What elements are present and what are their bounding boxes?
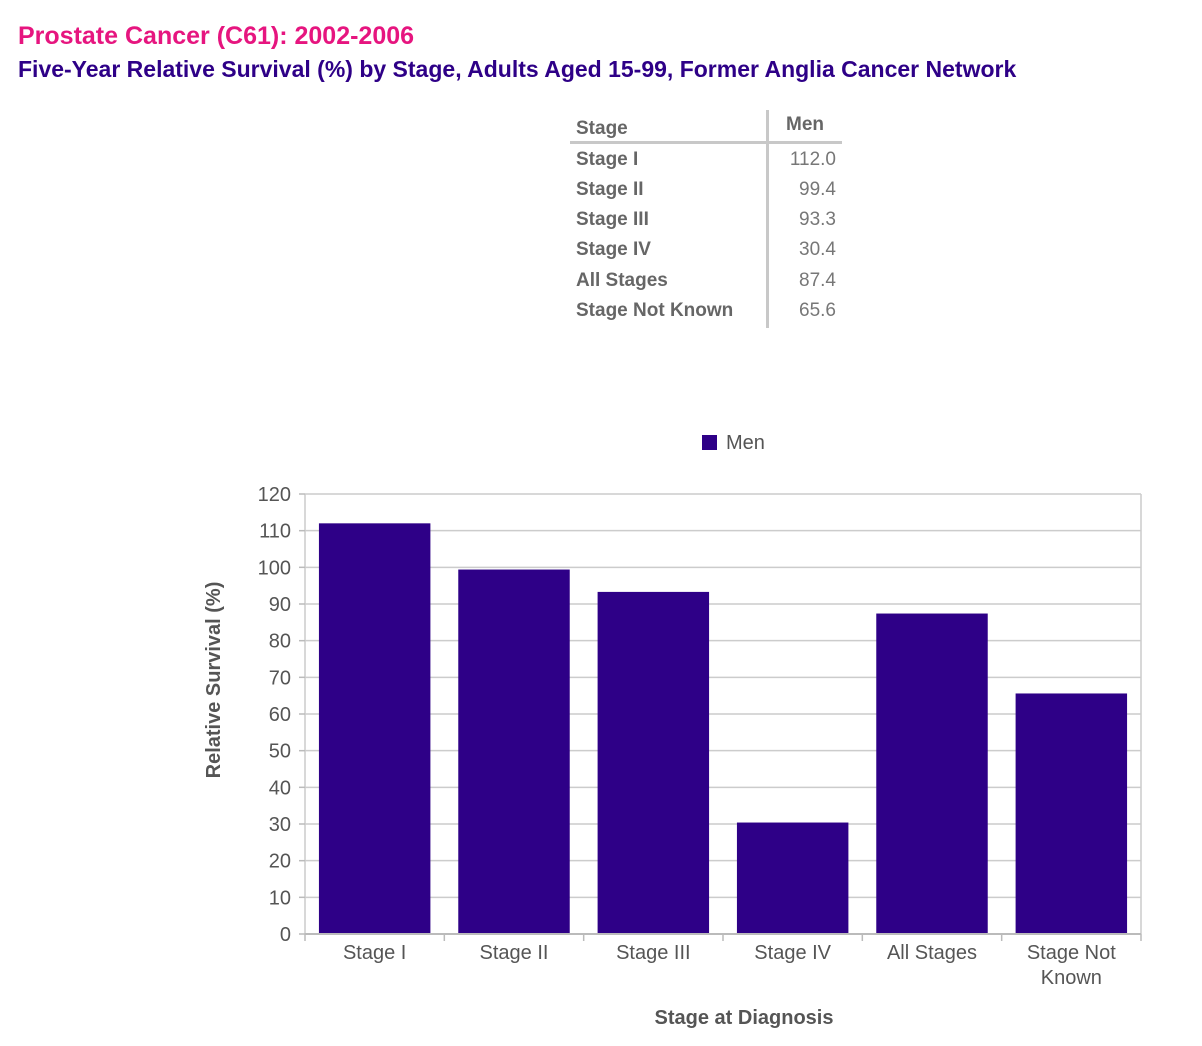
y-tick-label: 100 bbox=[258, 557, 291, 579]
table-row-stage: Stage IV bbox=[576, 239, 651, 260]
table-header-stage: Stage bbox=[576, 118, 628, 139]
y-tick-label: 20 bbox=[269, 851, 291, 873]
table-row-men: 30.4 bbox=[799, 239, 836, 260]
table-row: Stage III 93.3 bbox=[570, 206, 842, 236]
table-row-men: 99.4 bbox=[799, 179, 836, 200]
table-row-stage: Stage II bbox=[576, 179, 644, 200]
y-tick-label: 40 bbox=[269, 777, 291, 799]
table-row-stage: Stage III bbox=[576, 209, 649, 230]
bar bbox=[597, 591, 710, 934]
bars bbox=[318, 523, 1128, 934]
x-tick-label: Stage II bbox=[480, 942, 549, 964]
y-tick-label: 90 bbox=[269, 594, 291, 616]
chart-subtitle: Five-Year Relative Survival (%) by Stage… bbox=[18, 56, 1017, 82]
y-tick-label: 110 bbox=[259, 521, 291, 543]
table-row-stage: All Stages bbox=[576, 270, 668, 291]
table-header-divider bbox=[570, 141, 842, 144]
y-tick-label: 60 bbox=[269, 704, 291, 726]
x-axis-title: Stage at Diagnosis bbox=[655, 1007, 834, 1029]
table-row-men: 93.3 bbox=[799, 209, 836, 230]
table-row-men: 65.6 bbox=[799, 300, 836, 321]
legend-label-men: Men bbox=[726, 432, 765, 454]
bar bbox=[458, 569, 570, 934]
bar bbox=[1015, 693, 1128, 934]
legend-swatch-men bbox=[702, 435, 717, 450]
table-column-divider bbox=[766, 110, 769, 328]
table-row-stage: Stage I bbox=[576, 149, 639, 170]
y-tick-label: 0 bbox=[280, 924, 291, 946]
bar bbox=[876, 613, 988, 934]
x-tick-label: Stage I bbox=[343, 942, 406, 964]
table-row: Stage Not Known 65.6 bbox=[570, 297, 842, 327]
y-tick-label: 70 bbox=[269, 667, 291, 689]
y-tick-label: 80 bbox=[269, 631, 291, 653]
table-row-men: 87.4 bbox=[799, 270, 836, 291]
axes: 0 10 20 30 40 50 60 70 80 90 100 110 120 Stage I Stage… bbox=[258, 484, 1142, 989]
y-tick-label: 30 bbox=[269, 814, 291, 836]
x-tick-label: Stage IV bbox=[754, 942, 831, 964]
x-tick-label: Stage III bbox=[616, 942, 691, 964]
bar bbox=[736, 822, 849, 934]
table-row: Stage IV 30.4 bbox=[570, 236, 842, 266]
table-row: Stage I 112.0 bbox=[570, 146, 842, 176]
table-row: Stage II 99.4 bbox=[570, 176, 842, 206]
x-tick-label: All Stages bbox=[887, 942, 977, 964]
bar bbox=[318, 523, 431, 934]
table-row-stage: Stage Not Known bbox=[576, 300, 734, 321]
data-table: Stage Men Stage I 112.0 Stage II 99.4 St… bbox=[570, 108, 844, 330]
table-row: All Stages 87.4 bbox=[570, 267, 842, 297]
y-tick-label: 120 bbox=[258, 484, 291, 506]
table-row-men: 112.0 bbox=[789, 149, 836, 170]
chart-title: Prostate Cancer (C61): 2002-2006 bbox=[18, 22, 415, 50]
y-tick-label: 50 bbox=[269, 741, 291, 763]
y-axis-title: Relative Survival (%) bbox=[203, 582, 225, 779]
table-header-men: Men bbox=[786, 114, 824, 135]
x-tick-label: Stage Not Known bbox=[1027, 942, 1116, 989]
y-tick-label: 10 bbox=[269, 887, 291, 909]
